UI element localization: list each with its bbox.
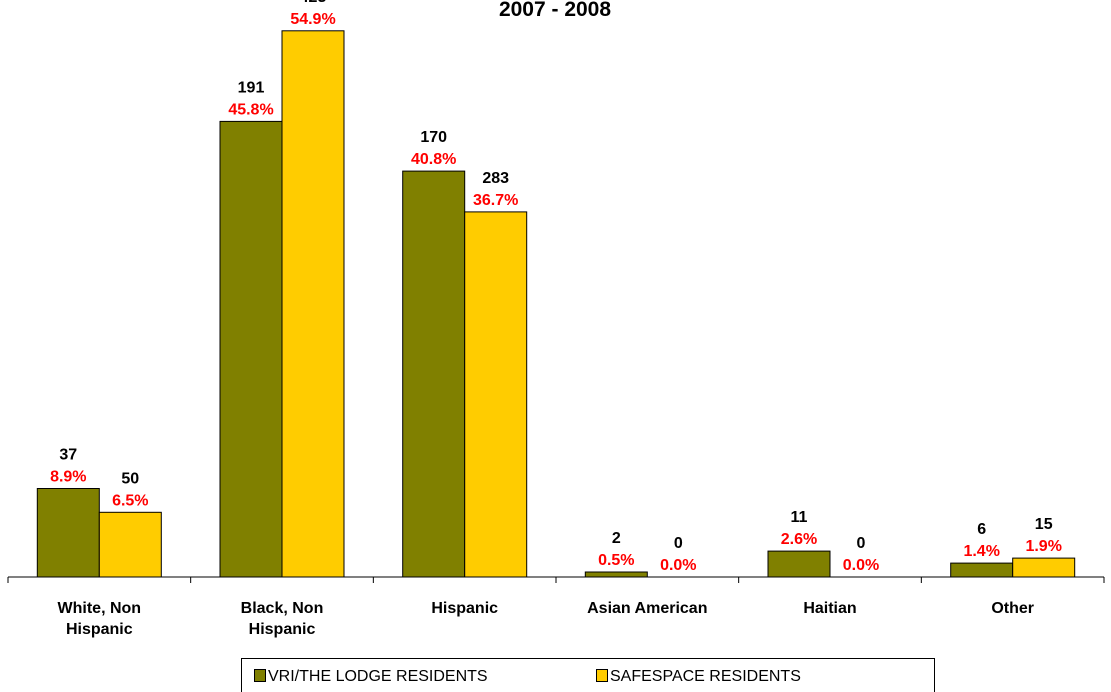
plot-area: 8.9% 37 6.5% 50 45.8% 191 54.9% 423 40.8% 170 36.7… bbox=[36, 0, 1076, 578]
data-label-percent: 1.9% bbox=[1025, 538, 1061, 555]
data-label-count: 15 bbox=[1035, 516, 1053, 533]
data-label-percent: 0.0% bbox=[843, 557, 879, 574]
data-label-percent: 36.7% bbox=[473, 192, 518, 209]
category-label: Asian American bbox=[587, 600, 707, 617]
data-label-count: 11 bbox=[791, 509, 808, 526]
category-label: White, Non bbox=[58, 600, 142, 617]
data-label-percent: 54.9% bbox=[290, 11, 335, 28]
data-label-count: 6 bbox=[977, 521, 986, 538]
category-label: Haitian bbox=[803, 600, 856, 617]
category-label: Hispanic bbox=[66, 621, 133, 638]
legend-label-vri: VRI/THE LODGE RESIDENTS bbox=[268, 668, 488, 685]
category-label: Black, Non bbox=[241, 600, 324, 617]
data-label-count: 423 bbox=[300, 0, 327, 6]
legend-swatch-safespace bbox=[596, 669, 608, 682]
category-label: Hispanic bbox=[249, 621, 316, 638]
bar bbox=[767, 550, 831, 578]
data-label-count: 2 bbox=[612, 530, 621, 547]
bar bbox=[464, 211, 528, 578]
chart-title: 2007 - 2008 bbox=[499, 0, 611, 21]
data-label-count: 0 bbox=[674, 535, 683, 552]
bar bbox=[950, 562, 1014, 578]
data-label-percent: 1.4% bbox=[963, 543, 999, 560]
data-label-percent: 2.6% bbox=[781, 531, 817, 548]
bar bbox=[584, 571, 648, 578]
data-label-count: 37 bbox=[59, 447, 77, 464]
legend: VRI/THE LODGE RESIDENTS SAFESPACE RESIDE… bbox=[241, 658, 935, 692]
data-label-count: 0 bbox=[857, 535, 866, 552]
data-label-percent: 6.5% bbox=[112, 492, 148, 509]
x-axis-ticks bbox=[7, 577, 1105, 583]
data-label-count: 191 bbox=[238, 79, 265, 96]
bar bbox=[36, 488, 100, 578]
data-label-percent: 0.0% bbox=[660, 557, 696, 574]
data-label-percent: 0.5% bbox=[598, 552, 634, 569]
data-label-count: 283 bbox=[482, 170, 509, 187]
data-label-percent: 8.9% bbox=[50, 469, 86, 486]
data-label-count: 170 bbox=[420, 129, 447, 146]
data-label-percent: 40.8% bbox=[411, 151, 456, 168]
category-label: Hispanic bbox=[431, 600, 498, 617]
legend-label-safespace: SAFESPACE RESIDENTS bbox=[610, 668, 801, 685]
bar bbox=[402, 170, 466, 578]
legend-box bbox=[241, 658, 935, 692]
category-labels: White, Non Hispanic Black, Non Hispanic Hisp… bbox=[58, 600, 1035, 638]
bar bbox=[281, 30, 345, 578]
bar bbox=[219, 120, 283, 578]
bar bbox=[1012, 557, 1076, 578]
legend-swatch-vri bbox=[254, 669, 266, 682]
data-label-count: 50 bbox=[121, 470, 139, 487]
data-label-percent: 45.8% bbox=[228, 101, 273, 118]
category-label: Other bbox=[991, 600, 1034, 617]
bar bbox=[98, 511, 162, 578]
